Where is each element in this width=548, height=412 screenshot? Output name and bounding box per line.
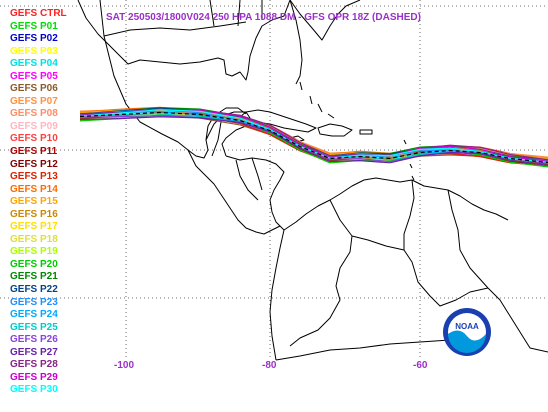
legend-item: GEFS P17 — [10, 221, 58, 233]
legend-item: GEFS P14 — [10, 183, 58, 195]
legend-item: GEFS P09 — [10, 120, 58, 132]
legend-item: GEFS P24 — [10, 309, 58, 321]
legend-item: GEFS P10 — [10, 133, 58, 145]
legend-item: GEFS P04 — [10, 58, 58, 70]
legend-item: GEFS P25 — [10, 321, 58, 333]
coastlines — [77, 0, 548, 361]
legend-item: GEFS P11 — [10, 146, 58, 158]
ensemble-track — [79, 113, 548, 167]
longitude-label-100: -100 — [114, 360, 135, 371]
legend-item: GEFS P13 — [10, 171, 58, 183]
grid-lines — [0, 0, 548, 360]
legend-item: GEFS P30 — [10, 384, 58, 396]
legend-item: GEFS P21 — [10, 271, 58, 283]
legend-item: GEFS P23 — [10, 296, 58, 308]
legend-item: GEFS P05 — [10, 70, 58, 82]
legend-item: GEFS P27 — [10, 346, 58, 358]
ensemble-legend: GEFS CTRL GEFS P01 GEFS P02 GEFS P03 GEFS P0… — [10, 8, 67, 397]
legend-item: GEFS P18 — [10, 233, 58, 245]
legend-item: GEFS P16 — [10, 208, 58, 220]
legend-item: GEFS P26 — [10, 334, 58, 346]
logo-text: NOAA — [455, 322, 479, 331]
legend-item: GEFS P20 — [10, 258, 58, 270]
ensemble-tracks — [79, 106, 548, 168]
noaa-logo: NOAA — [443, 308, 491, 356]
legend-item: GEFS CTRL — [10, 8, 67, 19]
legend-item: GEFS P02 — [10, 33, 58, 45]
ensemble-track — [79, 109, 548, 163]
legend-item: GEFS P01 — [10, 20, 58, 32]
legend-item: GEFS P28 — [10, 359, 58, 371]
ensemble-track — [79, 112, 548, 167]
legend-item: GEFS P08 — [10, 108, 58, 120]
ensemble-track — [79, 116, 548, 166]
longitude-label-80: -80 — [262, 360, 277, 371]
ensemble-track — [79, 114, 548, 166]
legend-item: GEFS P06 — [10, 83, 58, 95]
ensemble-track — [79, 114, 548, 168]
legend-item: GEFS P03 — [10, 45, 58, 57]
legend-item: GEFS P07 — [10, 95, 58, 107]
legend-item: GEFS P29 — [10, 371, 58, 383]
operational-track-dashed — [79, 111, 548, 164]
legend-item: GEFS P15 — [10, 196, 58, 208]
map-title: SAT 250503/1800V024 250 HPA 1088 DM - GF… — [106, 12, 421, 23]
legend-item: GEFS P19 — [10, 246, 58, 258]
legend-item: GEFS P12 — [10, 158, 58, 170]
legend-item: GEFS P22 — [10, 284, 58, 296]
longitude-label-60: -60 — [413, 360, 428, 371]
